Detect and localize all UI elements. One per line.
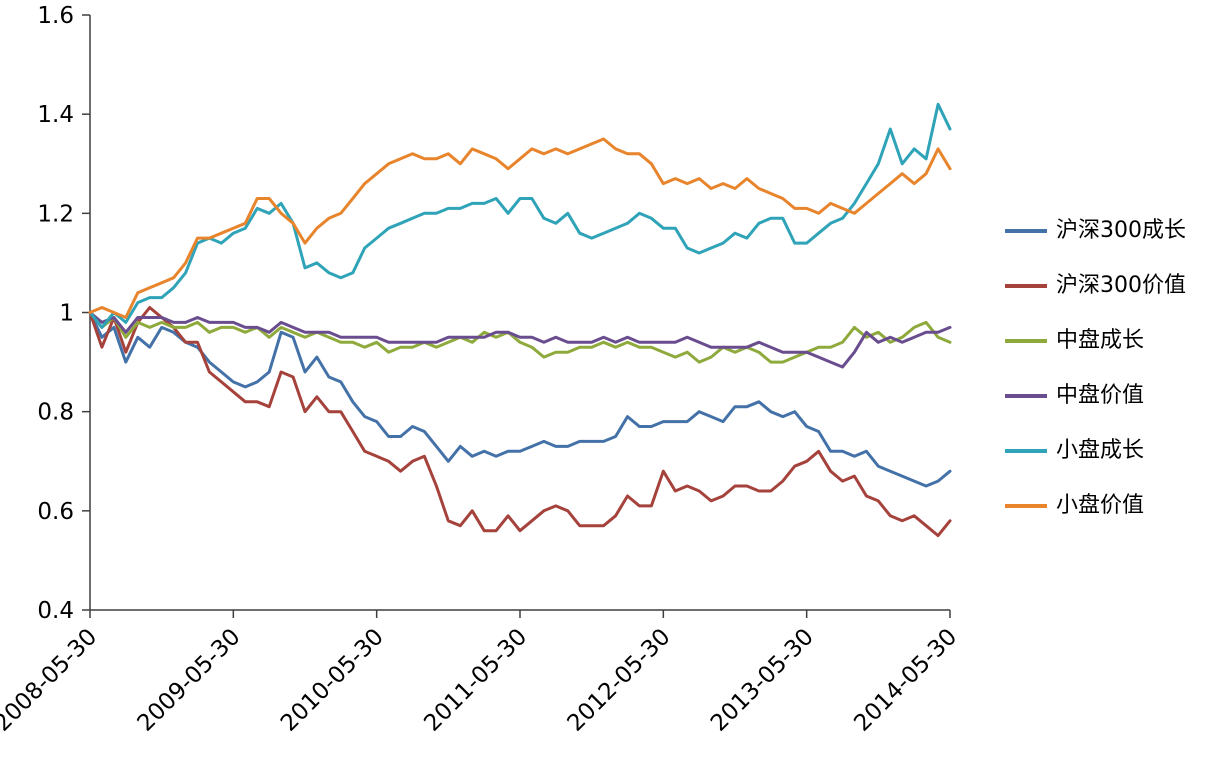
- x-tick-label: 2013-05-30: [706, 624, 819, 737]
- series-line-csi300-value: [88, 306, 952, 538]
- y-tick-label: 1: [59, 301, 74, 327]
- legend-item-midcap-value: 中盘价值: [1005, 368, 1186, 423]
- y-tick-label: 0.8: [37, 400, 74, 426]
- legend-item-smallcap-value: 小盘价值: [1005, 478, 1186, 533]
- y-tick-label: 1.4: [37, 102, 74, 128]
- series-line-smallcap-value: [88, 137, 952, 319]
- series-line-csi300-growth: [88, 311, 952, 488]
- chart-legend: 沪深300成长 沪深300价值 中盘成长中盘价值小盘成长小盘价值: [1005, 203, 1186, 533]
- legend-item-csi300-growth: 沪深300成长: [1005, 203, 1186, 258]
- x-tick-label: 2010-05-30: [276, 624, 389, 737]
- legend-label-smallcap-growth: 小盘成长: [1056, 437, 1145, 463]
- legend-item-midcap-growth: 中盘成长: [1005, 313, 1186, 368]
- legend-swatch-smallcap-growth: [1005, 448, 1047, 453]
- legend-swatch-midcap-growth: [1005, 338, 1047, 343]
- y-tick-label: 1.2: [37, 201, 74, 227]
- legend-swatch-midcap-value: [1005, 393, 1047, 398]
- x-tick-label: 2008-05-30: [0, 624, 102, 737]
- y-tick-label: 1.6: [37, 3, 74, 29]
- x-tick-label: 2014-05-30: [849, 624, 962, 737]
- series-line-smallcap-growth: [88, 102, 952, 329]
- line-chart-plot: 0.4 0.6 0.8 1 1.2 1.4 1.6 2008-05-30 2009-05-30 2…: [0, 3, 962, 737]
- series-line-midcap-value: [88, 311, 952, 369]
- legend-swatch-smallcap-value: [1005, 503, 1047, 508]
- legend-label-csi300-growth: 沪深300成长: [1056, 217, 1186, 243]
- legend-label-csi300-value: 沪深300价值: [1056, 272, 1186, 298]
- y-tick-label: 0.6: [37, 499, 74, 525]
- x-tick-label: 2011-05-30: [419, 624, 532, 737]
- x-tick-label: 2012-05-30: [563, 624, 676, 737]
- legend-swatch-csi300-growth: [1005, 228, 1047, 233]
- y-tick-label: 0.4: [37, 598, 74, 624]
- legend-item-smallcap-growth: 小盘成长: [1005, 423, 1186, 478]
- legend-label-midcap-value: 中盘价值: [1056, 382, 1145, 408]
- x-tick-label: 2009-05-30: [133, 624, 246, 737]
- legend-item-csi300-value: 沪深300价值: [1005, 258, 1186, 313]
- legend-label-midcap-growth: 中盘成长: [1056, 327, 1145, 353]
- legend-label-smallcap-value: 小盘价值: [1056, 492, 1145, 518]
- legend-swatch-csi300-value: [1005, 283, 1047, 288]
